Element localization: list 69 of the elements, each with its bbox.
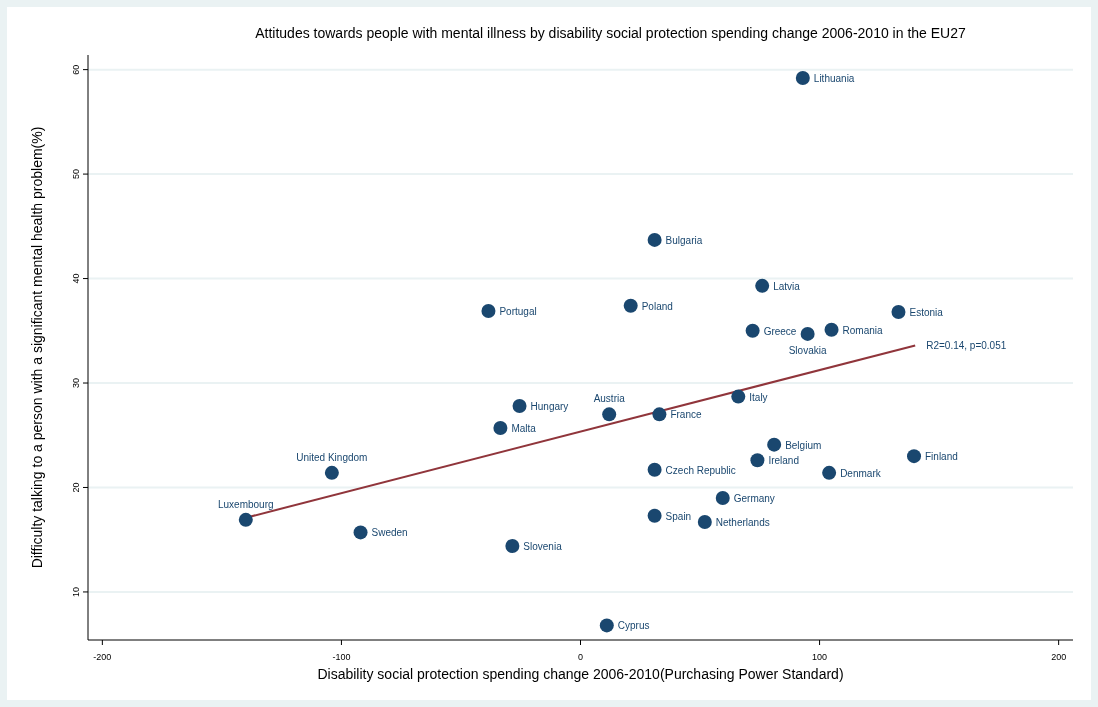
- point: [822, 465, 837, 480]
- annotation: Germany: [733, 492, 775, 504]
- point: [647, 232, 662, 247]
- y-tick-label: 10: [71, 586, 81, 597]
- x-tick-label: 0: [577, 652, 584, 662]
- annotation: Malta: [511, 422, 537, 434]
- point: [647, 462, 662, 477]
- annotation: Cyprus: [617, 620, 650, 632]
- annotation: Bulgaria: [665, 234, 703, 246]
- annotation: R2=0.14, p=0.051: [926, 340, 1007, 352]
- point: [891, 304, 906, 319]
- annotation: Finland: [925, 451, 958, 463]
- annotation: Poland: [641, 300, 673, 312]
- point: [238, 512, 253, 527]
- annotation: Denmark: [840, 467, 882, 479]
- point: [324, 465, 339, 480]
- annotation: Austria: [593, 393, 626, 405]
- annotation: Czech Republic: [665, 464, 736, 476]
- annotation: Portugal: [499, 305, 537, 317]
- chart-title: Attitudes towards people with mental illness by disability social protection spending change 2006-2010 in the EU27: [255, 25, 966, 41]
- y-tick-label: 60: [71, 64, 81, 75]
- x-tick-label: -100: [332, 652, 351, 662]
- point: [731, 389, 746, 404]
- point: [750, 453, 765, 468]
- point: [493, 420, 508, 435]
- annotation: Belgium: [785, 439, 822, 451]
- point: [715, 490, 730, 505]
- point: [623, 298, 638, 313]
- point: [512, 399, 527, 413]
- point: [353, 525, 368, 540]
- y-axis-title: Difficulty talking to a person with a significant mental health problem(%): [29, 126, 45, 569]
- x-tick-label: 200: [1051, 652, 1067, 662]
- point: [602, 407, 617, 422]
- point: [824, 322, 839, 337]
- point: [599, 618, 614, 633]
- annotation: Italy: [749, 391, 768, 403]
- point: [745, 323, 760, 338]
- annotation: Estonia: [909, 306, 944, 318]
- annotation: Sweden: [371, 527, 408, 539]
- point: [647, 508, 662, 523]
- annotation: Netherlands: [715, 516, 770, 528]
- annotation: Luxembourg: [217, 498, 274, 510]
- annotation: Greece: [763, 325, 797, 337]
- annotation: Spain: [665, 510, 692, 522]
- y-tick-label: 30: [71, 378, 81, 389]
- point: [755, 278, 770, 293]
- y-tick-label: 40: [71, 273, 81, 284]
- point: [697, 514, 712, 529]
- annotation: Ireland: [768, 455, 799, 467]
- x-axis-title: Disability social protection spending change 2006-2010(Purchasing Power Standard): [317, 666, 844, 682]
- point: [907, 449, 922, 464]
- point: [652, 407, 667, 422]
- annotation: Lithuania: [813, 72, 855, 84]
- x-tick-label: -200: [93, 652, 112, 662]
- point: [481, 303, 496, 318]
- annotation: Slovakia: [788, 344, 827, 356]
- annotation: Slovenia: [523, 540, 563, 552]
- annotation: Romania: [842, 324, 883, 336]
- point: [767, 437, 782, 452]
- y-tick-label: 20: [71, 482, 81, 493]
- point: [505, 538, 520, 553]
- annotation: United Kingdom: [296, 451, 368, 463]
- annotation: France: [670, 409, 702, 421]
- y-tick-label: 50: [71, 169, 81, 180]
- point: [800, 326, 815, 341]
- annotation: Hungary: [530, 401, 569, 412]
- annotation: Latvia: [773, 280, 801, 292]
- point: [795, 70, 810, 85]
- x-tick-label: 100: [812, 652, 828, 662]
